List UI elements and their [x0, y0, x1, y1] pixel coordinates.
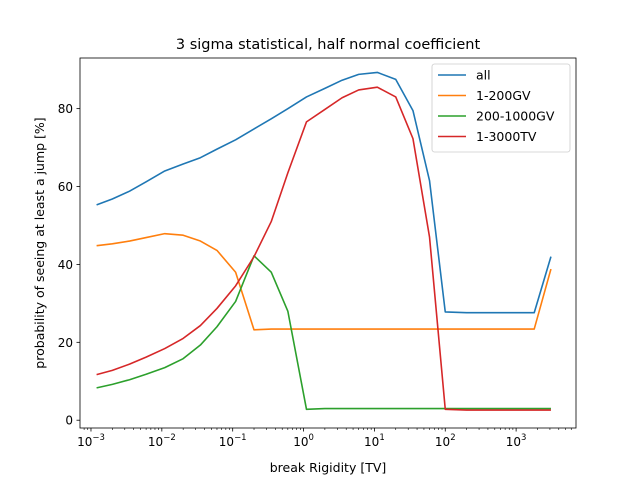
series-line-200-1000gv	[96, 255, 551, 411]
x-tick-exponent: 0	[308, 433, 313, 443]
x-tick-base: 10	[293, 435, 308, 449]
y-axis: 0 20 40 60 80	[58, 102, 80, 428]
y-tick-label: 60	[58, 180, 73, 194]
x-tick-label: 10−3	[77, 433, 105, 449]
x-tick-label: 10−2	[148, 433, 176, 449]
series-lines	[96, 71, 552, 411]
x-tick-label: 10−1	[219, 433, 247, 449]
legend-entry: 1-3000TV	[476, 129, 537, 144]
chart-title: 3 sigma statistical, half normal coeffic…	[176, 37, 481, 53]
y-tick-label: 40	[58, 258, 73, 272]
x-tick-exponent: −3	[92, 433, 105, 443]
y-axis-label: probability of seeing at least a jump [%…	[32, 117, 47, 368]
x-tick-exponent: −2	[163, 433, 176, 443]
x-tick-exponent: 3	[521, 433, 526, 443]
y-tick-label: 0	[65, 414, 73, 428]
x-tick-label: 103	[506, 433, 527, 449]
x-axis: 10−3 10−2 10−1 100 101 102 103	[77, 428, 572, 449]
x-tick-base: 10	[506, 435, 521, 449]
x-tick-base: 10	[148, 435, 163, 449]
x-tick-exponent: 1	[379, 433, 384, 443]
legend-entry: 1-200GV	[476, 88, 531, 103]
plot-frame	[79, 57, 577, 429]
plot-area	[79, 57, 577, 429]
series-line-1-3000tv	[96, 86, 551, 411]
x-tick-base: 10	[435, 435, 450, 449]
x-axis-label: break Rigidity [TV]	[270, 460, 387, 475]
y-tick-label: 80	[58, 102, 73, 116]
x-tick-base: 10	[219, 435, 234, 449]
legend: all 1-200GV 200-1000GV 1-3000TV	[431, 63, 571, 153]
x-tick-base: 10	[77, 435, 92, 449]
series-line-all	[96, 71, 552, 314]
series-line-1-200gv	[96, 232, 552, 331]
x-tick-label: 100	[293, 433, 314, 449]
x-tick-label: 101	[364, 433, 385, 449]
x-tick-exponent: −1	[234, 433, 247, 443]
x-tick-base: 10	[364, 435, 379, 449]
x-tick-exponent: 2	[450, 433, 455, 443]
x-tick-label: 102	[435, 433, 456, 449]
legend-entry: all	[476, 68, 491, 83]
legend-entry: 200-1000GV	[476, 109, 555, 124]
y-tick-label: 20	[58, 336, 73, 350]
legend-box	[431, 63, 571, 153]
